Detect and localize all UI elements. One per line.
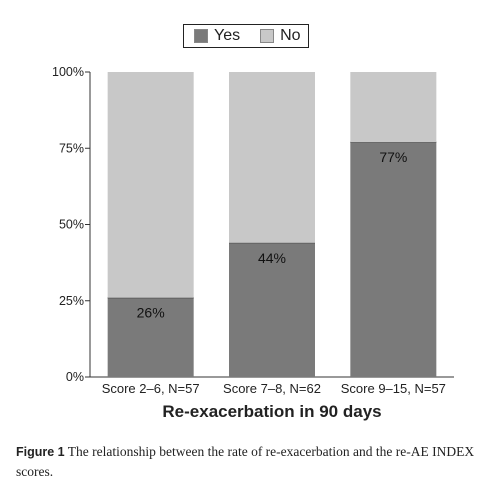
y-tick-label: 50% [59,218,84,232]
x-tick-label: Score 7–8, N=62 [223,381,321,396]
x-tick-label: Score 2–6, N=57 [102,381,200,396]
bar-no-3 [350,72,437,143]
data-label: 77% [379,149,407,165]
y-tick-label: 0% [66,370,84,384]
legend-item-yes: Yes [194,27,240,45]
bar-yes-2 [229,242,315,377]
legend-swatch-yes [194,29,208,43]
legend-swatch-no [260,29,275,43]
data-label: 26% [137,305,165,321]
legend-item-no: No [260,27,301,45]
bar-no-2 [229,72,315,243]
caption-label: Figure 1 [16,445,65,459]
legend-label-yes: Yes [214,27,241,44]
chart-legend: Yes No [183,24,309,48]
data-label: 44% [258,250,286,266]
legend-label-no: No [280,27,301,44]
figure-caption: Figure 1 The relationship between the ra… [16,442,488,481]
x-axis-title: Re-exacerbation in 90 days [162,402,382,421]
y-tick-label: 25% [59,294,84,308]
y-tick-label: 100% [52,65,84,79]
bar-no-1 [107,72,194,298]
x-tick-label: Score 9–15, N=57 [341,381,446,396]
bar-yes-3 [350,142,437,377]
caption-text: The relationship between the rate of re-… [16,444,475,479]
bar-yes-1 [107,297,194,377]
y-tick-label: 75% [59,141,84,155]
stacked-bar-chart: 0% 25% 50% 75% 100% 26% Score 2–6, N=57 44% Scor… [52,65,454,396]
